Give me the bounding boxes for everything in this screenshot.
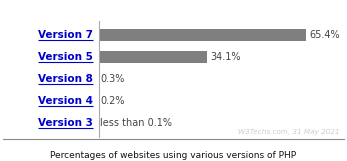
Text: 0.3%: 0.3%	[100, 74, 125, 84]
Text: Version 7: Version 7	[38, 30, 93, 40]
Text: Version 3: Version 3	[38, 118, 93, 128]
Text: W3Techs.com, 31 May 2021: W3Techs.com, 31 May 2021	[238, 128, 340, 135]
Text: Percentages of websites using various versions of PHP: Percentages of websites using various ve…	[50, 151, 297, 160]
Text: 34.1%: 34.1%	[210, 52, 241, 62]
Text: Version 4: Version 4	[38, 96, 93, 106]
Text: Version 8: Version 8	[38, 74, 93, 84]
Bar	[99, 51, 207, 63]
Bar	[99, 29, 306, 41]
Text: 65.4%: 65.4%	[310, 30, 340, 40]
Text: Version 5: Version 5	[38, 52, 93, 62]
Bar	[99, 95, 100, 106]
Text: 0.2%: 0.2%	[100, 96, 125, 106]
Bar	[99, 73, 100, 85]
Text: less than 0.1%: less than 0.1%	[100, 118, 171, 128]
